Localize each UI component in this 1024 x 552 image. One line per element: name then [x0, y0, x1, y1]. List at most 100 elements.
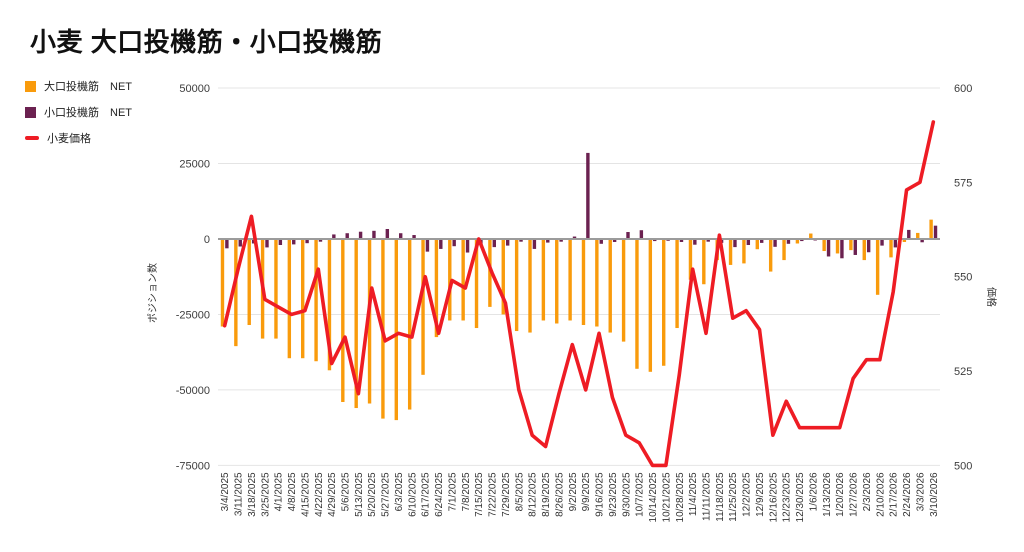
bar-large-spec-net — [835, 238, 840, 254]
x-axis-tick-label: 12/16/2025 — [768, 472, 779, 522]
legend-label-large-spec: 大口投機筋 NET — [44, 81, 132, 93]
left-axis-tick-label: -50000 — [176, 385, 210, 397]
bar-large-spec-net — [528, 238, 532, 333]
bar-large-spec-net — [768, 238, 773, 272]
bar-large-spec-net — [234, 238, 238, 347]
bar-large-spec-net — [782, 238, 786, 261]
right-axis-tick-label: 500 — [954, 460, 972, 472]
bar-small-spec-net — [866, 238, 871, 253]
bar-large-spec-net — [822, 238, 826, 252]
legend-swatch-large-spec-icon — [25, 80, 36, 92]
bar-large-spec-net — [849, 238, 853, 251]
bar-large-spec-net — [341, 238, 345, 402]
x-axis-tick-label: 8/26/2025 — [554, 472, 565, 517]
bar-large-spec-net — [621, 238, 626, 342]
bar-small-spec-net — [318, 238, 323, 242]
x-axis-tick-label: 6/10/2025 — [407, 472, 418, 517]
bar-large-spec-net — [568, 238, 572, 321]
bar-small-spec-net — [907, 229, 911, 239]
x-axis-tick-label: 1/20/2026 — [835, 472, 846, 517]
legend-label-small-spec: 小口投機筋 NET — [44, 107, 132, 119]
bar-small-spec-net — [385, 228, 390, 239]
bar-large-spec-net — [648, 238, 653, 372]
x-axis-tick-label: 8/12/2025 — [528, 472, 539, 517]
bar-small-spec-net — [853, 238, 857, 255]
bar-large-spec-net — [314, 238, 318, 362]
bar-small-spec-net — [746, 238, 751, 245]
right-axis-tick-label: 600 — [954, 83, 972, 95]
x-axis-tick-label: 1/6/2026 — [808, 472, 819, 511]
bar-small-spec-net — [345, 233, 349, 239]
legend-label-wheat-price: 小麦価格 — [47, 133, 91, 145]
x-axis-tick-label: 10/7/2025 — [635, 472, 646, 517]
x-axis-tick-label: 2/24/2026 — [902, 472, 913, 517]
x-axis-tick-label: 9/23/2025 — [608, 472, 619, 517]
bar-small-spec-net — [425, 238, 430, 252]
x-axis-tick-label: 3/18/2025 — [247, 472, 258, 517]
bar-large-spec-net — [755, 238, 759, 250]
x-axis-tick-label: 11/4/2025 — [688, 472, 699, 516]
x-axis-tick-label: 7/1/2025 — [447, 472, 458, 511]
left-axis-tick-label: 50000 — [179, 83, 210, 95]
bar-small-spec-net — [653, 238, 657, 242]
x-axis-tick-label: 7/29/2025 — [501, 472, 512, 517]
right-axis-tick-label: 575 — [954, 177, 972, 189]
bar-small-spec-net — [505, 238, 510, 246]
bar-small-spec-net — [412, 235, 416, 239]
bar-large-spec-net — [862, 238, 866, 261]
x-axis-tick-label: 6/3/2025 — [394, 472, 405, 511]
right-axis-tick-label: 550 — [954, 272, 972, 284]
x-axis-tick-label: 3/25/2025 — [260, 472, 271, 517]
bar-small-spec-net — [305, 238, 309, 244]
legend-item-small-spec: 小口投機筋 NET — [25, 104, 132, 120]
x-axis-tick-label: 9/9/2025 — [581, 472, 592, 511]
x-axis-tick-label: 8/5/2025 — [514, 472, 525, 511]
bar-small-spec-net — [399, 233, 403, 239]
bar-large-spec-net — [635, 238, 639, 369]
x-axis-tick-label: 6/17/2025 — [421, 472, 432, 517]
bar-small-spec-net — [372, 230, 376, 239]
bar-large-spec-net — [742, 238, 746, 264]
left-axis-tick-label: 25000 — [179, 158, 210, 170]
bar-small-spec-net — [840, 238, 844, 259]
legend-swatch-wheat-price-icon — [25, 136, 39, 140]
bar-large-spec-net — [461, 238, 465, 321]
bar-large-spec-net — [421, 238, 425, 375]
bar-small-spec-net — [586, 152, 590, 239]
x-axis-tick-label: 4/15/2025 — [300, 472, 311, 517]
bar-small-spec-net — [519, 238, 523, 242]
bar-small-spec-net — [278, 238, 283, 245]
x-axis-tick-label: 3/11/2025 — [234, 472, 245, 516]
bar-large-spec-net — [595, 238, 599, 327]
bar-small-spec-net — [532, 238, 537, 249]
x-axis-tick-label: 12/23/2025 — [782, 472, 793, 522]
x-axis-tick-label: 7/8/2025 — [461, 472, 472, 511]
bar-large-spec-net — [795, 238, 800, 244]
x-axis-tick-label: 9/16/2025 — [595, 472, 606, 517]
x-axis-tick-label: 12/9/2025 — [755, 472, 766, 517]
bar-small-spec-net — [933, 225, 938, 239]
bar-small-spec-net — [559, 238, 563, 242]
legend: 大口投機筋 NET 小口投機筋 NET 小麦価格 — [25, 78, 132, 156]
bar-small-spec-net — [773, 238, 777, 247]
bar-large-spec-net — [434, 238, 439, 338]
left-axis-tick-label: -25000 — [176, 309, 210, 321]
x-axis-tick-label: 8/19/2025 — [541, 472, 552, 517]
x-axis-tick-label: 3/10/2026 — [929, 472, 940, 517]
bar-small-spec-net — [786, 238, 791, 244]
bar-large-spec-net — [247, 238, 251, 326]
bar-large-spec-net — [608, 238, 612, 333]
x-axis-tick-label: 4/29/2025 — [327, 472, 338, 517]
bar-small-spec-net — [358, 231, 363, 239]
bar-large-spec-net — [394, 238, 398, 421]
bar-small-spec-net — [265, 238, 269, 248]
bar-small-spec-net — [612, 238, 617, 242]
x-axis-tick-label: 4/22/2025 — [314, 472, 325, 517]
legend-swatch-small-spec-icon — [25, 106, 36, 118]
right-axis-tick-label: 525 — [954, 366, 972, 378]
bar-small-spec-net — [920, 238, 924, 243]
x-axis-tick-label: 10/28/2025 — [675, 472, 686, 522]
x-axis-tick-label: 2/10/2026 — [875, 472, 886, 517]
